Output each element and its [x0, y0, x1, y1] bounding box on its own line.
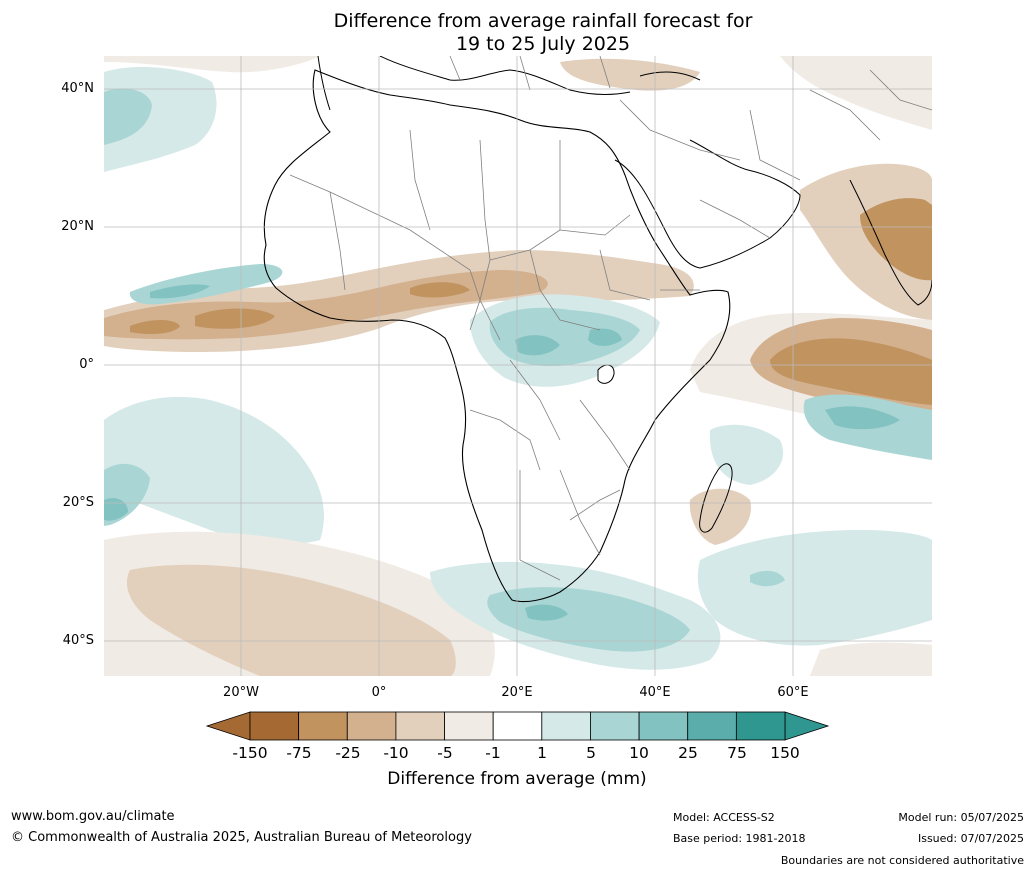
anomaly-region-dry-india-core	[860, 198, 932, 281]
india-coastline	[849, 179, 932, 306]
anomaly-region-dry-west-africa-core	[130, 282, 470, 334]
base-period: Base period: 1981-2018	[673, 832, 806, 845]
colorbar-tick-label: -1	[485, 744, 501, 762]
colorbar-tick-label: -75	[286, 744, 312, 762]
title-line-1: Difference from average rainfall forecas…	[333, 10, 753, 32]
madagascar-coastline	[699, 463, 733, 533]
lat-label-20s: 20°S	[62, 495, 94, 510]
anomaly-region-dry-eastern-med	[560, 58, 700, 91]
colorbar-cell	[687, 711, 737, 741]
africa-coastline	[263, 69, 731, 603]
colorbar-tick-label: -5	[437, 744, 453, 762]
lon-label-20w: 20°W	[223, 685, 259, 700]
colorbar-tick-label: 10	[629, 744, 649, 762]
model-name: Model: ACCESS-S2	[673, 811, 775, 824]
chart-title: Difference from average rainfall forecas…	[0, 10, 1035, 56]
copyright-text: © Commonwealth of Australia 2025, Austra…	[11, 830, 472, 845]
anomaly-region-wet-east-africa-coast	[709, 424, 784, 485]
colorbar-cell	[638, 711, 689, 741]
colorbar-cell	[444, 711, 494, 741]
anomaly-region-dry-arabian-sea-core	[770, 338, 932, 405]
issued-date: Issued: 07/07/2025	[917, 832, 1024, 845]
lat-label-20n: 20°N	[61, 219, 94, 234]
anomaly-region-dry-middle-east	[780, 56, 932, 130]
website-link[interactable]: www.bom.gov.au/climate	[11, 809, 175, 824]
colorbar-cell	[590, 711, 640, 741]
anomaly-region-dry-southern-ocean	[810, 642, 932, 676]
colorbar-cell	[346, 711, 397, 741]
colorbar-tick-label: 25	[678, 744, 698, 762]
colorbar-tick-label: -150	[232, 744, 268, 762]
anomaly-region-wet-senegal-core	[150, 284, 210, 299]
anomaly-region-dry-south-atlantic-core	[126, 564, 456, 676]
lon-label-0: 0°	[371, 685, 387, 700]
colorbar-cell	[541, 711, 591, 741]
anomaly-region-wet-south-indian-ocean	[697, 530, 932, 646]
colorbar-cell	[735, 711, 786, 741]
lat-label-40s: 40°S	[62, 633, 94, 648]
lat-label-0: 0°	[79, 357, 94, 372]
colorbar	[205, 711, 830, 741]
anomaly-region-wet-indian-ocean-core	[825, 406, 900, 430]
title-line-2: 19 to 25 July 2025	[455, 33, 631, 55]
lon-label-40e: 40°E	[639, 685, 671, 700]
map-area	[104, 56, 932, 676]
colorbar-tick-label: 1	[537, 744, 547, 762]
colorbar-cell	[492, 711, 543, 741]
colorbar-cell	[298, 711, 348, 741]
lat-label-40n: 40°N	[61, 81, 94, 96]
graticule	[104, 56, 932, 676]
anomaly-region-wet-north-atlantic-core	[104, 88, 152, 145]
lon-label-60e: 60°E	[777, 685, 809, 700]
colorbar-tick-label: 75	[727, 744, 747, 762]
lake-victoria	[597, 364, 615, 384]
colorbar-cell	[395, 711, 445, 741]
anomaly-region-dry-mediterranean	[104, 56, 320, 73]
colorbar-tick-label: -10	[383, 744, 409, 762]
anomaly-region-wet-south-indian-ocean-core	[750, 570, 785, 587]
anomaly-region-wet-south-africa-mid	[487, 587, 690, 652]
model-run-date: Model run: 05/07/2025	[898, 811, 1024, 824]
colorbar-tick-label: 5	[586, 744, 596, 762]
anomaly-region-wet-central-africa-inner	[515, 328, 622, 356]
colorbar-low-extension	[205, 711, 251, 741]
colorbar-cell	[249, 711, 300, 741]
anomaly-region-wet-south-africa-core	[525, 604, 568, 621]
anomaly-region-wet-south-atlantic	[104, 396, 324, 545]
colorbar-high-extension	[784, 711, 830, 741]
lon-label-20e: 20°E	[501, 685, 533, 700]
anomaly-region-wet-south-atlantic-inner	[104, 498, 128, 521]
country-borders	[289, 56, 932, 581]
colorbar-tick-label: -25	[335, 744, 361, 762]
colorbar-title: Difference from average (mm)	[387, 769, 647, 789]
europe-coastline	[317, 56, 701, 111]
colorbar-tick-label: 150	[770, 744, 800, 762]
boundaries-disclaimer: Boundaries are not considered authoritat…	[780, 854, 1024, 867]
